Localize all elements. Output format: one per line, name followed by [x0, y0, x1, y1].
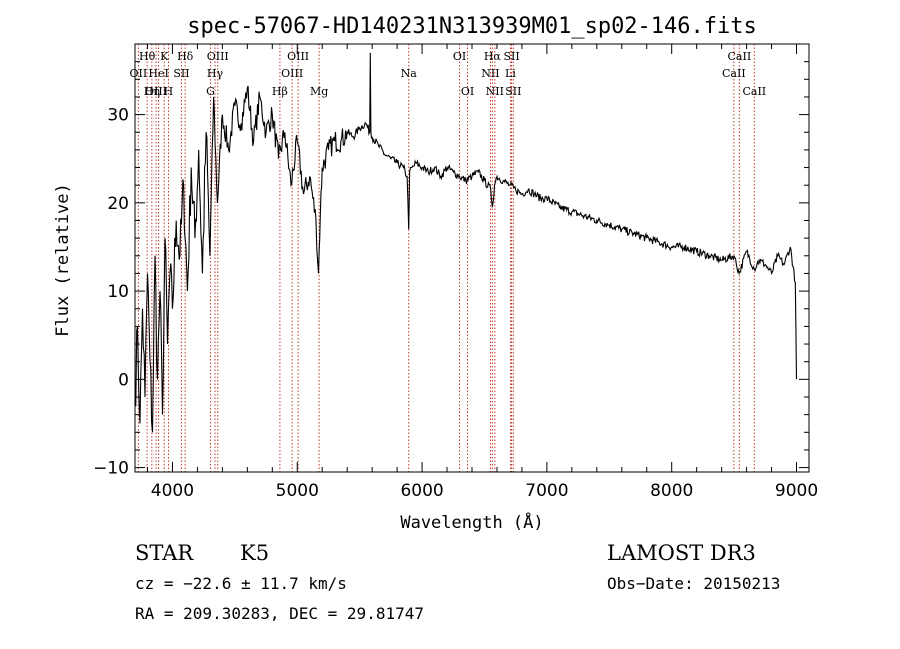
line-label-26: SII [505, 85, 521, 98]
line-label-11: SII [173, 67, 189, 80]
y-axis-label: Flux (relative) [53, 183, 73, 337]
object-class: STAR [135, 541, 194, 565]
line-label-2: Hδ [177, 50, 194, 63]
line-label-7: SII [503, 50, 519, 63]
survey-name: LAMOST DR3 [607, 541, 756, 565]
y-tick-label-3: 20 [107, 194, 129, 214]
line-label-3: OIII [207, 50, 229, 63]
spectrum-series [135, 52, 798, 433]
x-tick-label-1: 5000 [276, 481, 319, 501]
chart-title: spec-57067-HD140231N313939M01_sp02-146.f… [187, 14, 757, 39]
line-label-17: CaII [722, 67, 746, 80]
axis-ticks: 4000 5000 6000 7000 8000 9000 −10 0 10 20 30 [93, 44, 818, 501]
x-tick-label-3: 7000 [525, 481, 568, 501]
line-label-13: OIII [281, 67, 303, 80]
line-label-21: G [206, 85, 215, 98]
line-label-14: Na [401, 67, 418, 80]
line-label-27: CaII [742, 85, 766, 98]
line-label-25: NII [486, 85, 504, 98]
line-label-15: NII [481, 67, 499, 80]
x-tick-label-5: 9000 [775, 481, 818, 501]
line-label-19: Hη [144, 85, 160, 98]
spectrum-line [135, 52, 798, 433]
line-label-22: Hβ [272, 85, 288, 98]
line-label-16: Li [505, 67, 516, 80]
line-label-20: H [164, 85, 174, 98]
y-tick-label-4: 30 [107, 106, 129, 126]
line-label-23: Mg [310, 85, 328, 98]
line-label-12: Hγ [207, 67, 224, 80]
y-tick-label-1: 0 [118, 370, 129, 390]
line-label-0: Hθ [139, 50, 156, 63]
line-label-9: OII [130, 67, 148, 80]
line-label-1: K [160, 50, 169, 63]
y-tick-label-2: 10 [107, 282, 129, 302]
x-axis-label: Wavelength (Å) [400, 511, 543, 533]
spectral-line-markers [137, 44, 755, 472]
line-label-8: CaII [728, 50, 752, 63]
redshift-text: cz = −22.6 ± 11.7 km/s [135, 574, 347, 593]
line-label-6: Hα [484, 50, 502, 63]
x-tick-label-2: 6000 [400, 481, 443, 501]
line-label-5: OI [453, 50, 466, 63]
x-tick-label-4: 8000 [650, 481, 693, 501]
line-label-24: OI [461, 85, 474, 98]
y-tick-label-0: −10 [93, 459, 129, 479]
coordinates-text: RA = 209.30283, DEC = 29.81747 [135, 604, 424, 623]
line-label-4: OIII [287, 50, 309, 63]
line-label-10: HeI [148, 67, 168, 80]
obs-date-text: Obs−Date: 20150213 [607, 574, 780, 593]
line-label-18: OIII [145, 85, 167, 98]
x-tick-label-0: 4000 [151, 481, 194, 501]
object-subclass: K5 [240, 541, 269, 565]
